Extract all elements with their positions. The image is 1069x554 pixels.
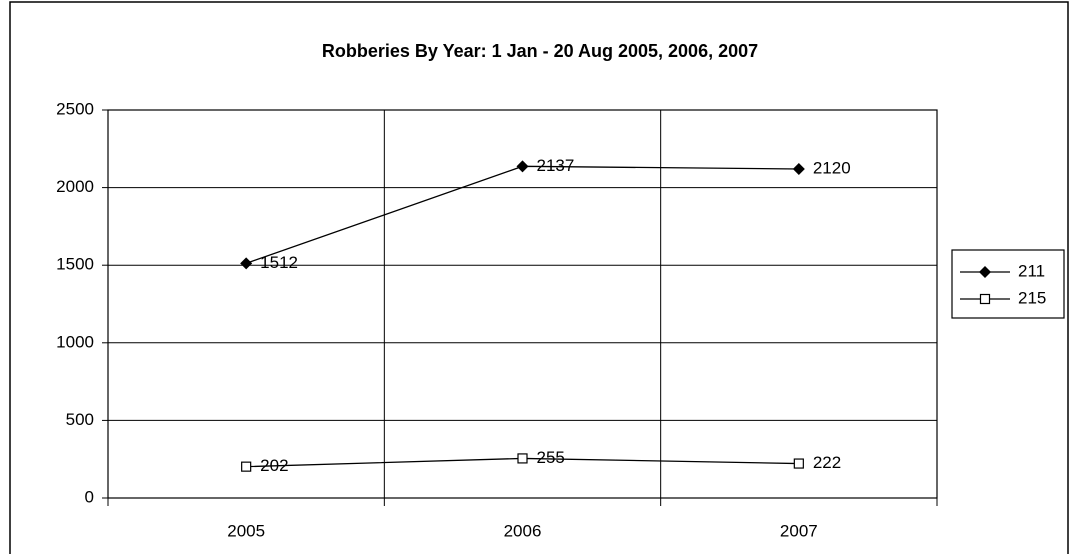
data-label: 255 [537, 448, 565, 467]
y-tick-label: 500 [66, 410, 94, 429]
chart-title: Robberies By Year: 1 Jan - 20 Aug 2005, … [322, 41, 758, 61]
x-tick-label: 2006 [504, 521, 542, 540]
data-label: 1512 [260, 253, 298, 272]
y-tick-label: 1000 [56, 332, 94, 351]
marker [793, 458, 804, 469]
marker [979, 293, 991, 305]
marker [241, 461, 252, 472]
marker [240, 257, 253, 270]
marker [517, 453, 528, 464]
plot-area [107, 109, 938, 499]
y-tick-label: 2000 [56, 177, 94, 196]
legend-box [951, 249, 1065, 319]
legend-label: 215 [1018, 288, 1046, 307]
x-tick-label: 2007 [780, 521, 818, 540]
data-label: 2120 [813, 158, 851, 177]
legend-label: 211 [1018, 261, 1045, 280]
y-tick-label: 2500 [56, 99, 94, 118]
series-line [245, 165, 799, 264]
marker [792, 162, 805, 175]
x-tick-label: 2005 [227, 521, 265, 540]
data-label: 222 [813, 453, 841, 472]
y-tick-label: 0 [85, 487, 94, 506]
data-label: 202 [260, 456, 288, 475]
marker [516, 160, 529, 173]
chart-frame [9, 1, 1069, 554]
y-tick-label: 1500 [56, 255, 94, 274]
data-label: 2137 [537, 156, 575, 175]
marker [979, 266, 991, 278]
